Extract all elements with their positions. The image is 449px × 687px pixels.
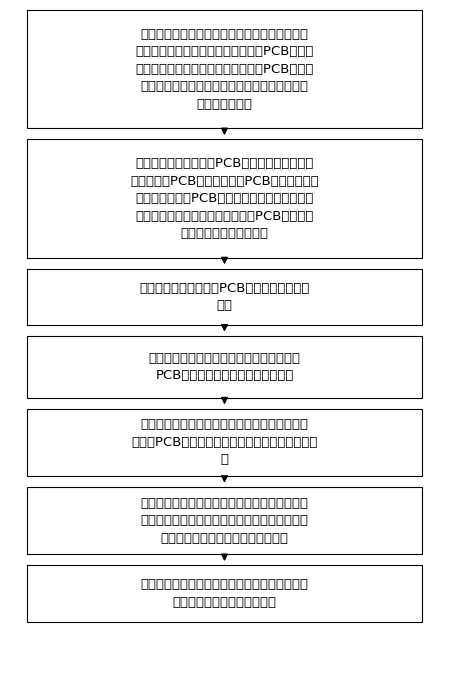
Text: 使一被测导体穿过所有PCB罗氏线圈的内部通
孔；: 使一被测导体穿过所有PCB罗氏线圈的内部通 孔； bbox=[139, 282, 310, 312]
Bar bbox=[27, 565, 422, 622]
Bar bbox=[27, 10, 422, 128]
Bar bbox=[27, 409, 422, 476]
Text: 被测导体导通电流后，通过串联电气连接的
PCB型罗氏线圈测得一微分电压信号: 被测导体导通电流后，通过串联电气连接的 PCB型罗氏线圈测得一微分电压信号 bbox=[149, 352, 300, 382]
Bar bbox=[27, 336, 422, 398]
Text: 将一对或多对绕线匝数、骨架高度、骨架外径、
骨架内径以及内部通孔内径均相同的PCB型罗氏
线圈串联连接，使得任意相邻的两个PCB罗氏线
圈的终线内电流流动方向相: 将一对或多对绕线匝数、骨架高度、骨架外径、 骨架内径以及内部通孔内径均相同的PC… bbox=[135, 28, 314, 111]
Bar bbox=[27, 487, 422, 554]
Bar bbox=[27, 269, 422, 325]
Text: 通过采样电路单元电气连接所述积分电路单元，
对所述还原电压信号进行采样: 通过采样电路单元电气连接所述积分电路单元， 对所述还原电压信号进行采样 bbox=[141, 578, 308, 609]
Text: 通过一固定装置将所述PCB型罗氏线圈固定，使
相邻的两个PCB型罗氏线圈的PCB板之间相互平
行等间距，所有PCB型罗氏线圈内部通孔的圆心
连线在同一直线，且该: 通过一固定装置将所述PCB型罗氏线圈固定，使 相邻的两个PCB型罗氏线圈的PCB… bbox=[130, 157, 319, 240]
Text: 通过积分电路单元电气连接所述放大电路单元，
将放大的微分电压信号积分，得到正比于导通电
流的导体内被测电流的还原电压信号: 通过积分电路单元电气连接所述放大电路单元， 将放大的微分电压信号积分，得到正比于… bbox=[141, 497, 308, 545]
Bar bbox=[27, 139, 422, 258]
Text: 通过放大电路单元电气连接所述串联连接的一对
或多对PCB罗氏线圈，将所述微分电压信号放大输
出: 通过放大电路单元电气连接所述串联连接的一对 或多对PCB罗氏线圈，将所述微分电压… bbox=[131, 418, 318, 466]
